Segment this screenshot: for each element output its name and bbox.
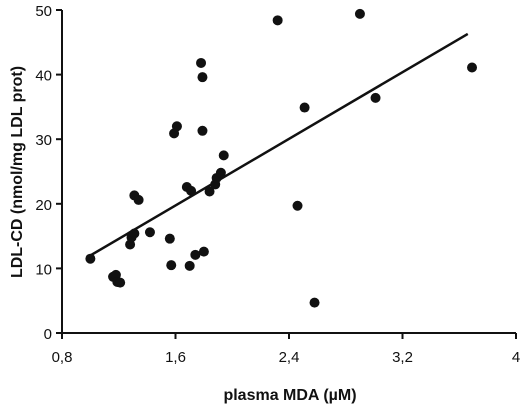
data-point xyxy=(85,253,96,264)
y-tick-label: 40 xyxy=(35,68,52,85)
data-point xyxy=(171,121,182,132)
data-point xyxy=(467,62,478,73)
regression-line xyxy=(89,32,469,257)
data-point xyxy=(186,185,197,196)
x-tick-label: 1,6 xyxy=(165,349,186,366)
data-point xyxy=(190,249,201,260)
data-point xyxy=(115,277,126,288)
x-axis-title: plasma MDA (µM) xyxy=(223,387,356,404)
data-point xyxy=(144,227,155,238)
data-point xyxy=(218,150,229,161)
data-point xyxy=(184,260,195,271)
data-point xyxy=(166,260,177,271)
data-point xyxy=(292,200,303,211)
y-tick-labels: 0 10 20 30 40 50 xyxy=(35,3,52,343)
data-point xyxy=(197,125,208,136)
y-tick-label: 0 xyxy=(44,326,52,343)
x-tick-label: 4 xyxy=(512,349,520,366)
data-point xyxy=(215,167,226,178)
data-points xyxy=(85,8,478,308)
data-point xyxy=(133,194,144,205)
y-tick-label: 50 xyxy=(35,3,52,20)
y-tick-label: 20 xyxy=(35,197,52,214)
data-point xyxy=(370,92,381,103)
data-point xyxy=(129,228,140,239)
x-tick-labels: 0,8 1,6 2,4 3,2 4 xyxy=(52,349,520,366)
y-tick-label: 30 xyxy=(35,132,52,149)
data-point xyxy=(197,72,208,83)
y-axis-title: LDL-CD (nmol/mg LDL prot) xyxy=(9,66,26,278)
y-tick-label: 10 xyxy=(35,261,52,278)
data-point xyxy=(299,102,310,113)
axes xyxy=(56,9,517,339)
data-point xyxy=(354,8,365,19)
data-point xyxy=(198,246,209,257)
data-point xyxy=(164,233,175,244)
data-point xyxy=(272,15,283,26)
data-point xyxy=(196,57,207,68)
x-tick-label: 0,8 xyxy=(52,349,73,366)
x-tick-label: 2,4 xyxy=(279,349,300,366)
data-point xyxy=(204,186,215,197)
data-point xyxy=(309,297,320,308)
x-tick-label: 3,2 xyxy=(392,349,413,366)
regression-line-group xyxy=(89,32,469,257)
